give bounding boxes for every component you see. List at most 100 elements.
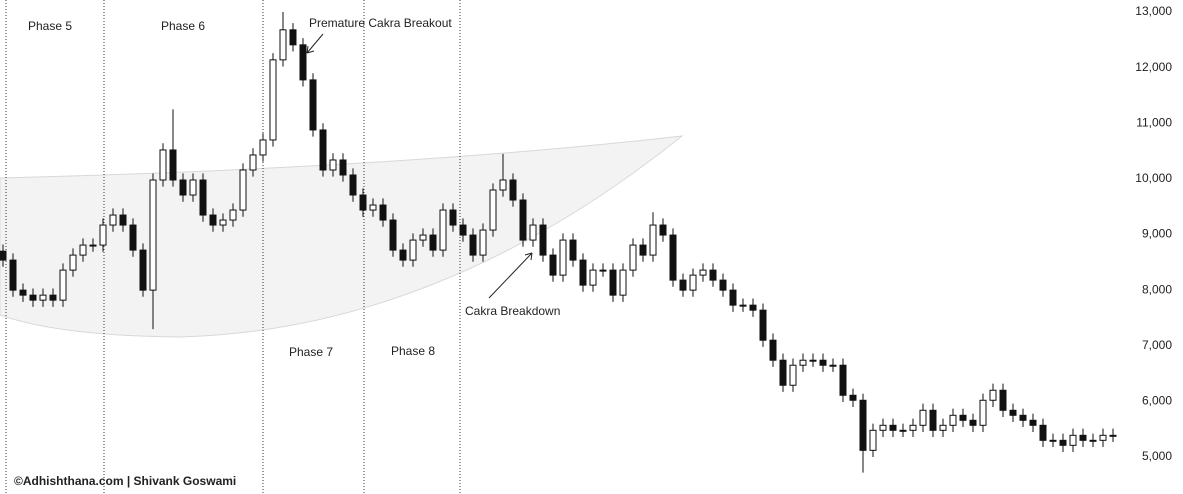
- annotation-arrow-head: [524, 252, 533, 261]
- candle-body: [1049, 439, 1057, 442]
- candle-body: [749, 304, 757, 311]
- candle-body: [939, 424, 947, 431]
- candle-body: [359, 194, 367, 211]
- candle-body: [389, 219, 397, 251]
- candle-body: [899, 429, 907, 432]
- candle-body: [889, 424, 897, 431]
- candle-body: [199, 179, 207, 216]
- y-tick-label: 13,000: [1135, 4, 1172, 18]
- phase-label: Phase 8: [391, 344, 435, 358]
- candle-body: [159, 149, 167, 181]
- candle-body: [79, 244, 87, 256]
- candle-body: [629, 244, 637, 271]
- candle-body: [219, 219, 227, 226]
- candle-body: [1079, 434, 1087, 441]
- candle-body: [0, 250, 7, 261]
- candle-body: [949, 414, 957, 426]
- candle-body: [539, 224, 547, 256]
- candle-body: [9, 259, 17, 291]
- annotation-arrow: [306, 33, 324, 54]
- annotation: Cakra Breakdown: [465, 304, 560, 318]
- candle-body: [829, 364, 837, 367]
- candle-body: [619, 269, 627, 296]
- candle-body: [489, 189, 497, 231]
- annotation: Premature Cakra Breakout: [309, 16, 452, 30]
- candle-body: [319, 129, 327, 171]
- candle-body: [479, 229, 487, 256]
- candle-body: [1019, 414, 1027, 421]
- candle-body: [589, 269, 597, 286]
- candle-body: [689, 274, 697, 291]
- watermark: ©Adhishthana.com | Shivank Goswami: [14, 474, 236, 488]
- candle-body: [269, 59, 277, 141]
- candle-body: [49, 294, 57, 301]
- candle-body: [59, 269, 67, 301]
- candle-body: [809, 359, 817, 362]
- y-tick-label: 7,000: [1142, 338, 1172, 352]
- candle-body: [649, 224, 657, 256]
- candle-body: [259, 139, 267, 156]
- candle-body: [509, 179, 517, 201]
- candle-body: [189, 179, 197, 196]
- candle-body: [699, 269, 707, 276]
- candle-body: [869, 429, 877, 451]
- candle-body: [779, 359, 787, 386]
- candle-body: [989, 389, 997, 401]
- phase-label: Phase 5: [28, 19, 72, 33]
- candle-body: [379, 204, 387, 221]
- candle-body: [109, 214, 117, 226]
- candle-body: [129, 224, 137, 251]
- candle-body: [19, 289, 27, 296]
- candle-body: [1039, 424, 1047, 441]
- candle-body: [369, 204, 377, 211]
- candle-body: [39, 294, 47, 301]
- candle-body: [289, 29, 297, 46]
- candle-body: [579, 259, 587, 286]
- candle-body: [559, 239, 567, 276]
- candle-body: [789, 364, 797, 386]
- candle-body: [519, 199, 527, 241]
- candle-body: [919, 409, 927, 426]
- candle-body: [1089, 439, 1097, 442]
- candle-body: [709, 269, 717, 281]
- candle-body: [339, 159, 347, 176]
- candle-body: [599, 269, 607, 272]
- candle-body: [29, 294, 37, 301]
- y-tick-label: 8,000: [1142, 282, 1172, 296]
- y-tick-label: 12,000: [1135, 60, 1172, 74]
- candle-body: [149, 179, 157, 291]
- candle-body: [89, 244, 97, 247]
- candle-body: [1029, 419, 1037, 426]
- y-tick-label: 10,000: [1135, 171, 1172, 185]
- candle-body: [549, 254, 557, 276]
- candles: [0, 12, 1117, 473]
- candle-body: [329, 159, 337, 171]
- candle-body: [349, 174, 357, 196]
- candle-body: [1099, 434, 1107, 441]
- candle-body: [679, 279, 687, 291]
- y-tick-label: 6,000: [1142, 394, 1172, 408]
- candle-body: [429, 234, 437, 251]
- y-tick-label: 11,000: [1136, 115, 1172, 129]
- candle-body: [979, 399, 987, 426]
- candle-body: [729, 289, 737, 306]
- candle-body: [239, 169, 247, 211]
- candle-body: [299, 44, 307, 81]
- candle-body: [179, 179, 187, 196]
- phase-label: Phase 6: [161, 19, 205, 33]
- annotation-arrow-head: [306, 45, 315, 54]
- candle-body: [119, 214, 127, 226]
- y-tick-label: 5,000: [1142, 449, 1172, 463]
- candle-body: [1109, 434, 1117, 437]
- candle-body: [209, 214, 217, 226]
- candle-body: [959, 414, 967, 421]
- candle-body: [719, 279, 727, 291]
- candle-body: [609, 269, 617, 296]
- candle-body: [439, 209, 447, 251]
- candle-body: [249, 154, 257, 171]
- candle-body: [849, 394, 857, 401]
- candle-body: [999, 389, 1007, 411]
- candle-body: [669, 234, 677, 281]
